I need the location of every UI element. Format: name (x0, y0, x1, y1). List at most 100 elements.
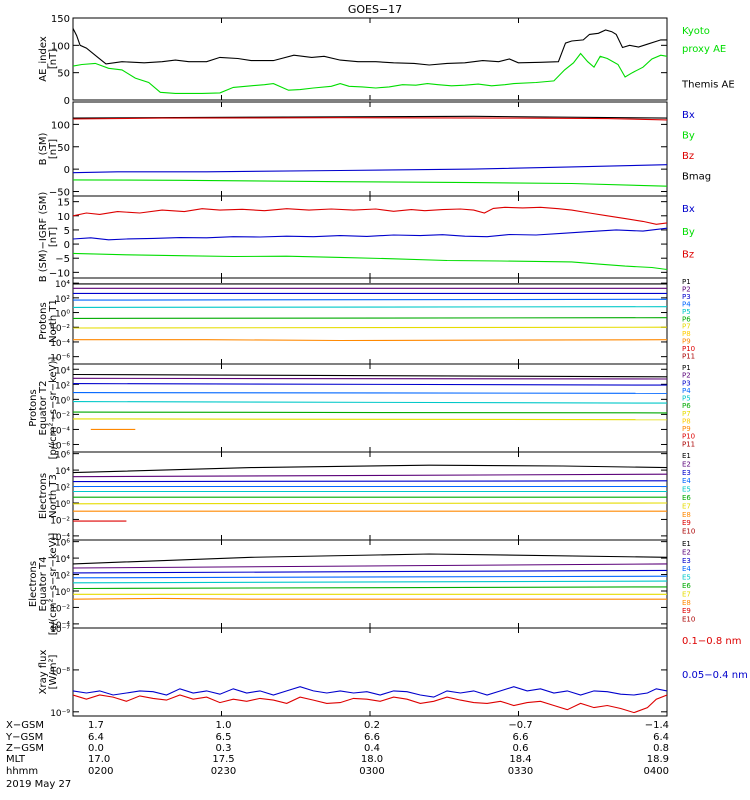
panel-frame (72, 627, 668, 717)
panel-frame (72, 195, 668, 279)
x-tick-value: 0.2 (364, 720, 380, 731)
y-tick-label: −50 (49, 188, 70, 199)
panel-ee: 10⁶ 10⁴ 10² 10⁰ 10⁻² 10⁻⁴ Electrons Equator T4[… (28, 533, 695, 636)
legend-entry: P3 (682, 379, 691, 387)
y-tick-label: 10⁻⁴ (50, 339, 70, 349)
legend-entry: E4 (682, 477, 691, 485)
legend-entry: Bz (682, 151, 694, 162)
y-tick-label: 10⁴ (55, 366, 70, 376)
legend-entry: Kyoto (682, 26, 710, 37)
x-tick-value: 17.5 (212, 754, 234, 765)
y-tick-label: 10⁻⁴ (50, 426, 70, 436)
y-tick-label: 10⁰ (55, 396, 70, 406)
series-line-e3 (73, 569, 667, 574)
x-tick-value: 6.6 (513, 732, 529, 743)
y-tick-label: 10² (55, 572, 70, 582)
legend-entry: P4 (682, 300, 691, 308)
series-line-p3 (73, 383, 667, 386)
x-tick-value: 6.4 (88, 732, 104, 743)
legend-entry: By (682, 227, 695, 238)
y-axis-label: B (SM) (38, 132, 49, 165)
x-tick-value: 6.4 (653, 732, 669, 743)
legend-entry: P3 (682, 293, 691, 301)
series-line-p6 (73, 411, 667, 414)
legend-entry: By (682, 130, 695, 141)
legend-entry: E6 (682, 494, 691, 502)
plot-title: GOES−17 (348, 3, 402, 16)
legend-entry: P8 (682, 417, 691, 425)
x-tick-value: 18.4 (509, 754, 531, 765)
series-line-kyoto-proxy-ae (73, 52, 667, 94)
y-axis-label: [nT] (48, 227, 59, 247)
x-tick-value: 18.0 (361, 754, 383, 765)
y-tick-label: 10⁰ (55, 588, 70, 598)
legend-entry: E10 (682, 616, 695, 624)
y-tick-label: −10 (49, 268, 70, 279)
y-tick-label: 10⁶ (55, 539, 70, 549)
y-axis-label: North T1 (48, 299, 59, 343)
y-axis-label: Electrons (38, 473, 49, 519)
y-tick-label: 10⁻⁸ (50, 667, 70, 677)
x-row-label: Y−GSM (5, 732, 43, 743)
y-tick-label: 10⁰ (55, 310, 70, 320)
y-axis-label: [nT] (48, 139, 59, 159)
x-tick-value: 18.9 (647, 754, 669, 765)
panel-frame (72, 451, 668, 541)
series-line-p7 (73, 326, 667, 329)
x-tick-value: 0.4 (364, 743, 380, 754)
legend-entry: Themis AE (681, 79, 735, 90)
legend-entry: E10 (682, 528, 695, 536)
legend-entry: P11 (682, 440, 695, 448)
y-tick-label: 10⁴ (55, 280, 70, 290)
y-tick-label: 10⁰ (55, 500, 70, 510)
x-tick-value: 0.8 (653, 743, 669, 754)
y-tick-label: 100 (51, 120, 70, 131)
x-tick-value: 0.6 (513, 743, 529, 754)
series-line-by (73, 179, 667, 187)
series-line-p5 (73, 306, 667, 308)
y-axis-label: Protons (28, 389, 39, 426)
legend-entry: E2 (682, 548, 691, 556)
y-tick-label: 0 (64, 96, 70, 107)
series-line-p7 (73, 418, 667, 421)
y-axis-label: North T3 (48, 474, 59, 518)
x-tick-value: 0200 (88, 766, 113, 777)
legend-entry: E3 (682, 557, 691, 565)
series-line-e7 (73, 502, 667, 505)
legend-entry: P10 (682, 433, 695, 441)
legend-entry: P11 (682, 353, 695, 361)
legend-entry: E5 (682, 574, 691, 582)
x-tick-value: 1.7 (88, 720, 104, 731)
y-tick-label: 10⁻² (50, 324, 70, 334)
y-tick-label: 10⁻⁴ (50, 621, 70, 631)
y-axis-label: Electrons (28, 561, 39, 607)
y-tick-label: 10⁻² (50, 411, 70, 421)
x-tick-value: 0230 (211, 766, 236, 777)
y-tick-label: 10⁴ (55, 467, 70, 477)
x-row-label: hhmm (6, 766, 38, 777)
y-tick-label: 100 (51, 41, 70, 52)
panel-pn: 10⁴ 10² 10⁰ 10⁻² 10⁻⁴ 10⁻⁶ Protons North T1 P1P2… (38, 277, 695, 365)
series-line-e3 (73, 480, 667, 483)
legend-entry: Bz (682, 250, 694, 261)
legend-entry: P4 (682, 387, 691, 395)
legend-entry: P2 (682, 372, 691, 380)
series-line-e8 (73, 597, 667, 600)
y-axis-label: Equator T4 (38, 557, 49, 612)
series-line-e5 (73, 580, 667, 584)
y-tick-label: 50 (57, 143, 70, 154)
y-tick-label: −5 (55, 254, 70, 265)
legend-entry: E7 (682, 590, 691, 598)
series-line-e1 (73, 553, 667, 565)
legend-entry: E1 (682, 452, 691, 460)
legend-entry: E1 (682, 540, 691, 548)
y-tick-label: 5 (64, 226, 70, 237)
legend-entry: P8 (682, 330, 691, 338)
legend-entry: P5 (682, 308, 691, 316)
x-tick-value: 17.0 (88, 754, 110, 765)
series-line-e2 (73, 563, 667, 569)
y-axis-label: B (SM)−IGRF (SM) (38, 192, 49, 283)
legend-entry: E6 (682, 582, 691, 590)
y-tick-label: 10⁶ (55, 451, 70, 461)
series-line-e4 (73, 575, 667, 579)
